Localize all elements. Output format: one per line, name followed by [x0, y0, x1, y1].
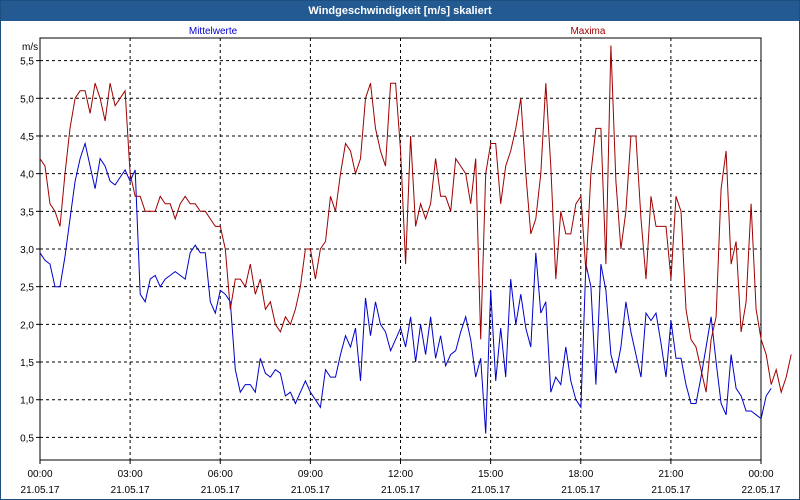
x-tick-time: 09:00 [298, 469, 323, 480]
x-tick-time: 12:00 [388, 469, 413, 480]
legend-entry: Maxima [570, 26, 605, 37]
x-tick-time: 06:00 [208, 469, 233, 480]
x-tick-time: 15:00 [478, 469, 503, 480]
series-line-mittelwerte [39, 141, 772, 434]
y-tick-label: 4,5 [20, 132, 34, 143]
legend-entry: Mittelwerte [189, 26, 238, 37]
x-tick-date: 21.05.17 [561, 485, 600, 496]
x-tick-date: 21.05.17 [21, 485, 60, 496]
y-tick-label: 0,5 [20, 433, 34, 444]
x-tick-time: 21:00 [658, 469, 683, 480]
x-tick-time: 18:00 [568, 469, 593, 480]
y-tick-label: 1,0 [20, 396, 34, 407]
grid [40, 38, 761, 460]
x-axis: 00:00 21.05.17 03:00 21.05.17 06:00 21.05.17 0… [21, 460, 781, 496]
series-line-maxima [39, 45, 792, 395]
legend: Mittelwerte Maxima [189, 26, 606, 37]
series-lines [39, 45, 792, 434]
y-tick-label: 5,5 [20, 57, 34, 68]
x-tick-date: 21.05.17 [381, 485, 420, 496]
x-tick-date: 21.05.17 [471, 485, 510, 496]
x-tick-date: 21.05.17 [291, 485, 330, 496]
window-title: Windgeschwindigkeit [m/s] skaliert [1, 1, 799, 21]
y-tick-label: 3,5 [20, 207, 34, 218]
x-tick-date: 21.05.17 [111, 485, 150, 496]
y-tick-label: 1,5 [20, 358, 34, 369]
y-tick-label: 2,0 [20, 320, 34, 331]
x-tick-date: 21.05.17 [651, 485, 690, 496]
x-tick-date: 22.05.17 [742, 485, 781, 496]
y-axis-label: m/s [22, 42, 38, 53]
y-tick-label: 4,0 [20, 170, 34, 181]
y-tick-label: 2,5 [20, 283, 34, 294]
y-tick-label: 5,0 [20, 94, 34, 105]
y-tick-label: 3,0 [20, 245, 34, 256]
x-tick-time: 00:00 [27, 469, 52, 480]
x-tick-date: 21.05.17 [201, 485, 240, 496]
x-tick-time: 03:00 [118, 469, 143, 480]
y-axis: 0,5 1,0 1,5 2,0 2,5 3,0 3,5 4,0 4,5 5,0 5,5 [20, 57, 40, 444]
x-tick-time: 00:00 [748, 469, 773, 480]
